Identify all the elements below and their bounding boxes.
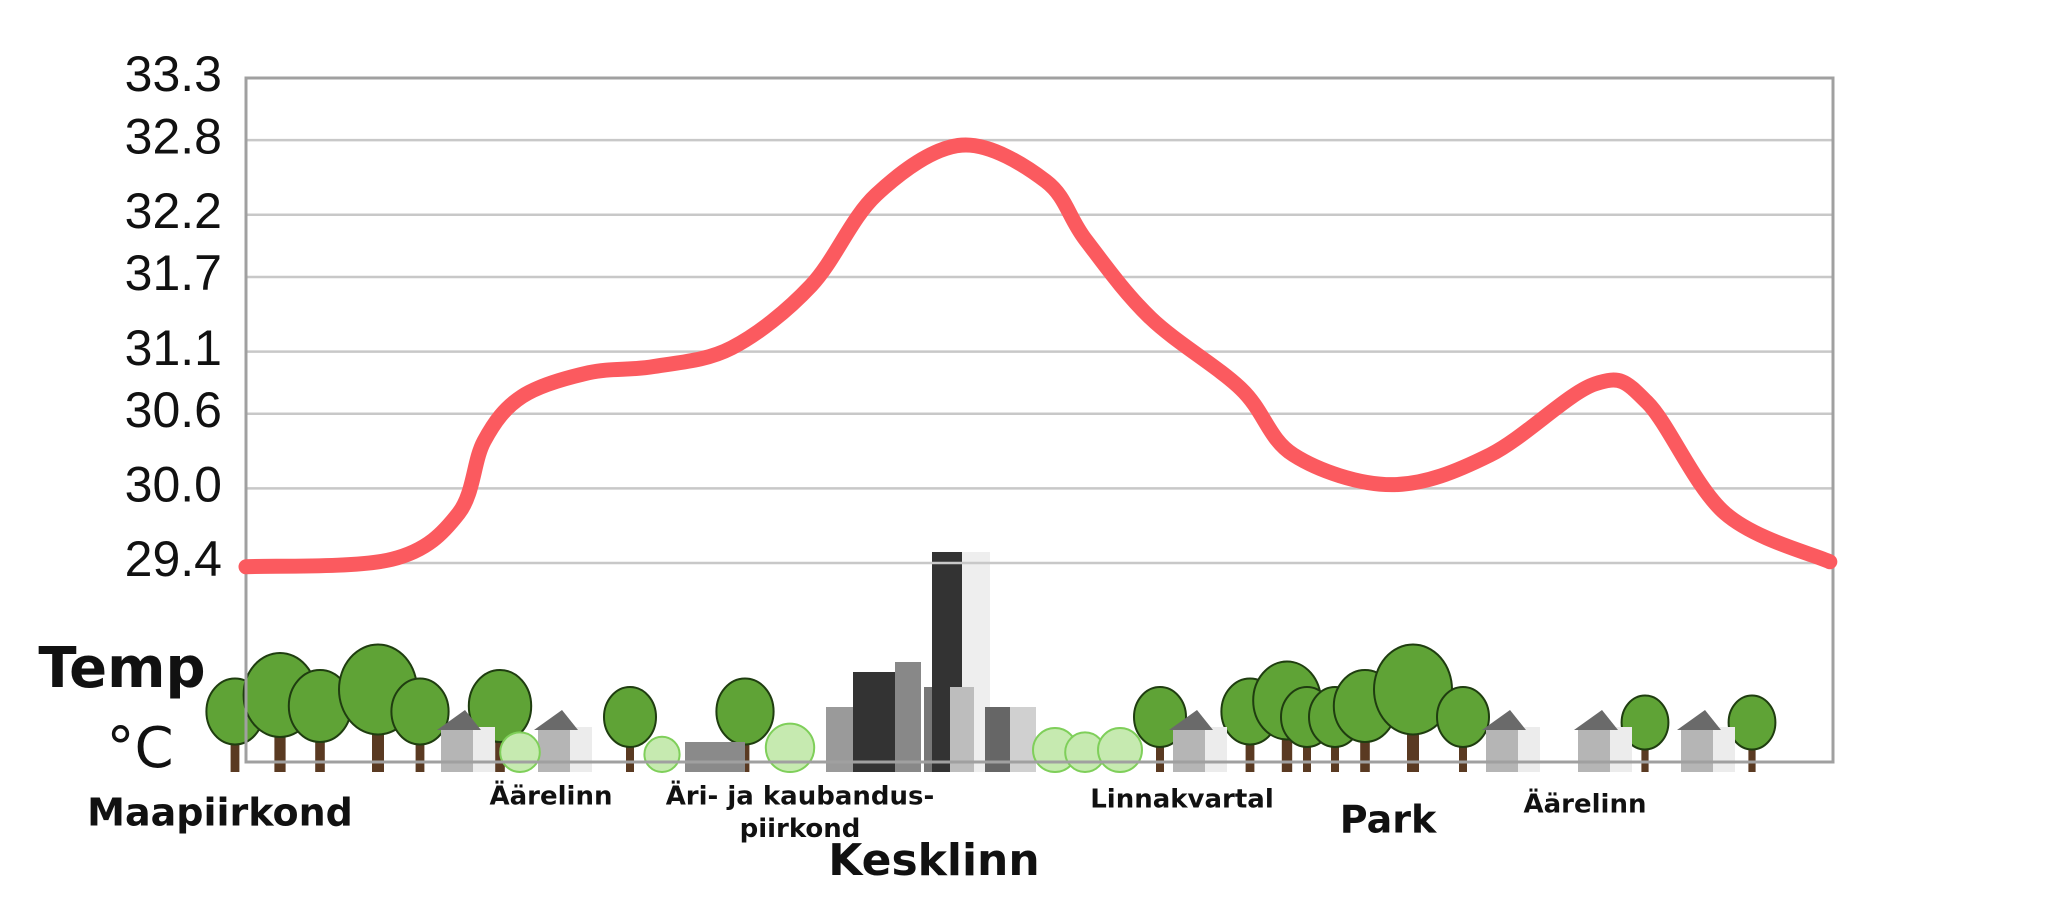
tree-trunk [1641, 736, 1649, 772]
tree-crown [467, 669, 533, 743]
y-tick-label: 31.7 [125, 245, 222, 301]
house [1518, 727, 1540, 772]
tree-trunk [1245, 728, 1255, 772]
y-axis-label: °C [106, 716, 173, 781]
house [1610, 727, 1632, 772]
tree-trunk [1748, 736, 1756, 772]
y-tick-label: 30.0 [125, 457, 222, 513]
tree-crown [1727, 694, 1777, 751]
house [473, 727, 495, 772]
house-roof [1574, 710, 1618, 730]
bush [499, 731, 541, 774]
house-roof [1169, 710, 1213, 730]
region-label: Äärelinn [490, 780, 613, 812]
tree-trunk [315, 724, 325, 772]
building [895, 662, 921, 772]
region-label: Kesklinn [828, 835, 1039, 886]
house [1713, 727, 1735, 772]
tree-crown [603, 686, 657, 748]
tree-trunk [1360, 724, 1370, 772]
y-axis-label: Temp [38, 636, 205, 701]
region-label: Park [1340, 798, 1437, 842]
tree-trunk [415, 728, 425, 772]
building [950, 687, 974, 772]
tree-crown [390, 677, 450, 746]
region-label: piirkond [740, 814, 861, 844]
region-label: Äri- ja kaubandus- [666, 780, 935, 812]
tree-crown [1620, 694, 1670, 751]
bush [643, 735, 681, 774]
region-label: Äärelinn [1524, 788, 1647, 820]
y-tick-label: 31.1 [125, 320, 222, 376]
house-roof [1482, 710, 1526, 730]
bush [1097, 727, 1143, 773]
y-tick-label: 29.4 [125, 531, 222, 587]
tree-trunk [1331, 732, 1339, 772]
tree-trunk [230, 728, 240, 772]
tree-trunk [626, 732, 634, 772]
illustration [205, 552, 1777, 774]
y-tick-label: 32.8 [125, 108, 222, 164]
temperature-line [238, 137, 1838, 575]
house-roof [1677, 710, 1721, 730]
tree-trunk [274, 716, 286, 772]
house [570, 727, 592, 772]
building [685, 742, 745, 772]
house [1205, 727, 1227, 772]
house-roof [437, 710, 481, 730]
region-label: Linnakvartal [1090, 785, 1274, 815]
tree-trunk [1459, 732, 1467, 772]
building [853, 672, 895, 772]
tree-trunk [1303, 732, 1311, 772]
y-tick-label: 33.3 [125, 46, 222, 102]
plot-frame [244, 76, 1835, 764]
house-roof [534, 710, 578, 730]
region-label: Maapiirkond [87, 791, 353, 835]
tree-crown [1436, 686, 1490, 748]
y-tick-label: 32.2 [125, 183, 222, 239]
bush [764, 722, 816, 773]
tree-crown [715, 677, 775, 746]
tree-trunk [1156, 732, 1164, 772]
tree-trunk [1281, 720, 1293, 772]
y-tick-label: 30.6 [125, 382, 222, 438]
